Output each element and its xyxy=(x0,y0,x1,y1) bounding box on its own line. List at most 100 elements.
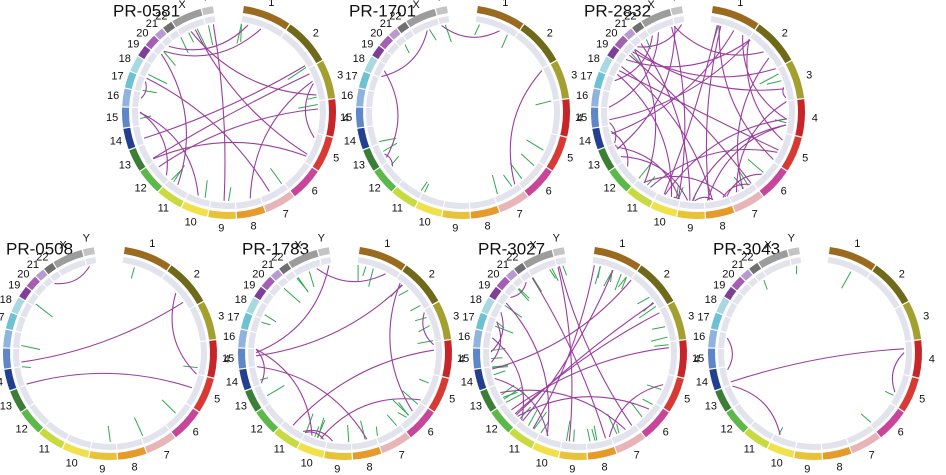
chromosome-label: 19 xyxy=(596,39,608,51)
chromosome-label: 18 xyxy=(353,53,365,65)
chromosome-label: 17 xyxy=(345,70,357,82)
chromosome-label: 8 xyxy=(250,220,256,232)
track-ring xyxy=(608,61,621,77)
chromosome-label: 4 xyxy=(343,112,349,124)
purple-link xyxy=(517,396,650,417)
chromosome-label: 2 xyxy=(313,27,319,39)
track-ring xyxy=(367,126,378,146)
green-link xyxy=(646,176,656,186)
chromosome-label: 3 xyxy=(923,311,929,323)
green-link xyxy=(562,265,568,276)
chromosome-band xyxy=(290,167,318,197)
chromosome-label: 6 xyxy=(663,427,669,439)
chromosome-band xyxy=(11,297,25,315)
chromosome-band xyxy=(898,377,919,412)
chromosome-band xyxy=(623,28,636,40)
purple-link xyxy=(617,73,673,197)
chromosome-label: X xyxy=(764,240,772,252)
chromosome-band xyxy=(246,297,260,315)
chromosome-label: Y xyxy=(318,232,326,244)
chromosome-band xyxy=(364,56,378,74)
chromosome-label: 8 xyxy=(601,461,607,473)
chromosome-label: 9 xyxy=(569,464,575,475)
chromosome-band xyxy=(552,247,565,257)
purple-link xyxy=(629,54,752,184)
track-ring xyxy=(796,442,822,450)
chromosome-band xyxy=(716,297,730,315)
chromosome-band xyxy=(677,340,687,378)
chromosome-label: 18 xyxy=(705,294,717,306)
chromosome-band xyxy=(591,107,600,128)
purple-link xyxy=(616,26,676,150)
chromosome-label: 3 xyxy=(337,70,343,82)
chromosome-band xyxy=(794,451,822,460)
chromosome-label: 7 xyxy=(752,208,758,220)
chromosome-band xyxy=(731,276,745,291)
track-ring xyxy=(475,15,518,37)
chromosome-band xyxy=(82,247,95,257)
purple-link xyxy=(611,30,735,135)
chromosome-band xyxy=(711,6,759,30)
chromosome-band xyxy=(546,136,567,171)
track-ring xyxy=(264,403,285,426)
chromosome-label: 13 xyxy=(705,400,717,412)
green-link xyxy=(398,289,409,297)
chromosome-label: 8 xyxy=(366,461,372,473)
chromosome-band xyxy=(627,187,653,208)
chromosome-band xyxy=(550,60,570,99)
track-ring xyxy=(636,403,661,430)
chromosome-band xyxy=(677,210,705,219)
chromosome-band xyxy=(828,247,876,271)
chromosome-label: 10 xyxy=(771,457,783,469)
chromosome-band xyxy=(256,408,279,433)
chromosome-band xyxy=(158,187,184,208)
purple-link xyxy=(163,28,262,57)
chromosome-label: 2 xyxy=(547,27,553,39)
track-ring xyxy=(249,367,260,387)
track-ring xyxy=(248,331,257,349)
chromosome-label: 15 xyxy=(222,353,234,365)
track-ring xyxy=(255,302,268,318)
chromosome-label: 22 xyxy=(506,251,518,263)
chromosome-band xyxy=(785,60,805,99)
track-ring xyxy=(615,52,627,64)
chromosome-label: 4 xyxy=(459,353,465,365)
track-ring xyxy=(14,367,25,387)
track-ring xyxy=(277,277,289,288)
chromosome-band xyxy=(4,368,17,391)
green-link xyxy=(444,24,452,43)
track-ring xyxy=(320,257,332,265)
track-ring xyxy=(254,385,269,407)
track-ring xyxy=(395,36,407,47)
chromosome-band xyxy=(5,312,18,330)
chromosome-band xyxy=(872,265,909,305)
chromosome-label: 11 xyxy=(509,444,520,456)
chromosome-label: Y xyxy=(671,0,679,3)
chromosome-label: 14 xyxy=(344,136,356,148)
chromosome-label: 4 xyxy=(224,353,230,365)
chromosome-label: 5 xyxy=(449,394,455,406)
chromosome-band xyxy=(130,56,144,74)
track-ring xyxy=(204,16,216,24)
chromosome-band xyxy=(154,28,167,40)
green-link xyxy=(652,326,666,330)
chromosome-label: 1 xyxy=(149,238,155,250)
purple-link xyxy=(737,57,770,190)
track-ring xyxy=(485,316,496,333)
chromosome-band xyxy=(491,408,514,433)
chromosome-label: 9 xyxy=(452,223,458,235)
track-ring xyxy=(586,438,613,450)
chromosome-label: 22 xyxy=(36,251,48,263)
track-ring xyxy=(198,341,207,376)
track-ring xyxy=(821,438,848,450)
track-ring xyxy=(772,434,797,448)
track-ring xyxy=(382,162,403,185)
green-link xyxy=(375,426,378,436)
purple-link xyxy=(384,153,394,167)
chromosome-band xyxy=(435,6,448,16)
purple-link xyxy=(726,337,733,371)
track-ring xyxy=(732,293,744,305)
track-ring xyxy=(139,61,152,77)
track-ring xyxy=(42,277,54,288)
chromosome-band xyxy=(201,6,214,16)
